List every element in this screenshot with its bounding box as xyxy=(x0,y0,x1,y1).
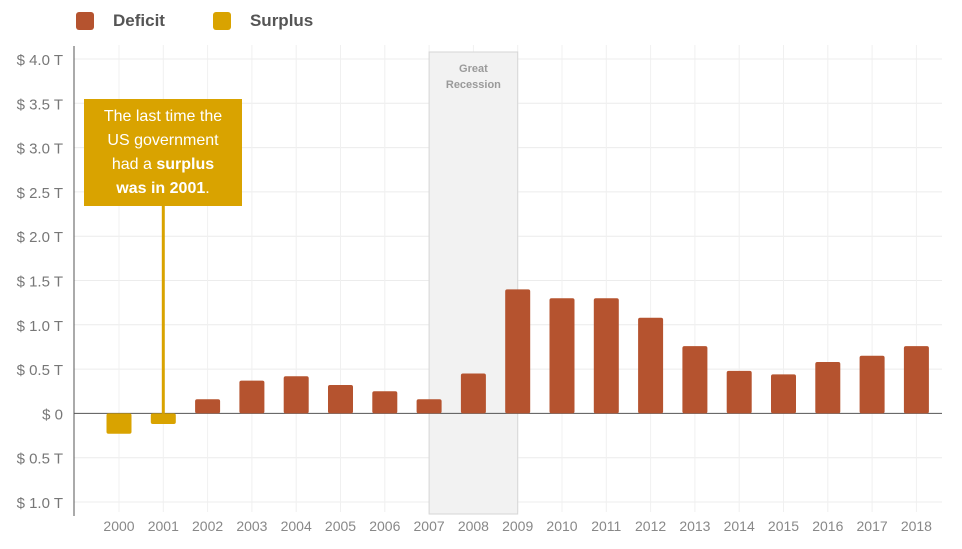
y-tick-label: $ 2.5 T xyxy=(17,185,63,202)
legend-swatch-deficit xyxy=(76,12,94,30)
x-tick-label: 2018 xyxy=(901,518,932,534)
annotation-line-2: US government xyxy=(107,132,219,149)
deficit-bar xyxy=(682,346,708,414)
deficit-bar xyxy=(283,376,309,414)
x-tick-label: 2005 xyxy=(325,518,356,534)
deficit-bar xyxy=(505,289,531,414)
deficit-bar xyxy=(416,399,442,414)
annotation-line-1: The last time the xyxy=(103,108,223,125)
y-tick-label: $ 1.5 T xyxy=(17,274,63,291)
deficit-bar xyxy=(815,362,841,414)
legend-label-deficit: Deficit xyxy=(113,11,165,30)
deficit-bar xyxy=(372,391,398,414)
surplus-bar xyxy=(106,413,132,434)
annotation-line-3-pre: had a xyxy=(111,156,157,173)
deficit-bar xyxy=(638,317,664,414)
y-tick-label: $ 0.5 T xyxy=(17,451,63,468)
x-tick-label: 2000 xyxy=(103,518,134,534)
x-tick-label: 2003 xyxy=(236,518,267,534)
x-tick-label: 2002 xyxy=(192,518,223,534)
y-tick-label: $ 4.0 T xyxy=(17,52,63,69)
x-tick-label: 2006 xyxy=(369,518,400,534)
deficit-bar xyxy=(460,373,486,414)
annotation-line-4-bold: was in 2001 xyxy=(116,180,206,197)
x-tick-label: 2009 xyxy=(502,518,533,534)
deficit-bar xyxy=(195,399,221,414)
deficit-bar xyxy=(903,346,929,414)
x-tick-label: 2010 xyxy=(546,518,577,534)
y-tick-label: $ 1.0 T xyxy=(17,318,63,335)
deficit-bar xyxy=(859,355,885,414)
x-tick-label: 2017 xyxy=(857,518,888,534)
legend-label-surplus: Surplus xyxy=(249,11,314,30)
x-tick-label: 2011 xyxy=(591,518,621,534)
x-tick-label: 2001 xyxy=(148,518,179,534)
x-tick-label: 2016 xyxy=(812,518,843,534)
deficit-bar xyxy=(593,298,619,414)
y-tick-label: $ 3.0 T xyxy=(17,141,63,158)
y-tick-label: $ 3.5 T xyxy=(17,96,63,113)
annotation-line-4: was in 2001. xyxy=(84,177,242,201)
x-tick-label: 2007 xyxy=(414,518,445,534)
deficit-bar xyxy=(771,374,796,414)
x-tick-label: 2014 xyxy=(724,518,755,534)
deficit-bar xyxy=(549,298,575,414)
legend-item-deficit[interactable]: Deficit xyxy=(76,11,165,31)
y-tick-label: $ 0.5 T xyxy=(17,362,63,379)
deficit-bar xyxy=(328,385,353,414)
y-tick-label: $ 2.0 T xyxy=(17,229,63,246)
x-tick-label: 2013 xyxy=(679,518,710,534)
annotation-line-3: had a surplus xyxy=(84,153,242,177)
x-tick-label: 2008 xyxy=(458,518,489,534)
surplus-annotation: The last time the US government had a su… xyxy=(84,99,242,206)
surplus-bar xyxy=(150,413,176,425)
annotation-line-4-post: . xyxy=(205,180,210,197)
x-tick-label: 2004 xyxy=(281,518,312,534)
x-tick-label: 2012 xyxy=(635,518,666,534)
annotation-line-3-bold: surplus xyxy=(156,156,215,173)
y-tick-label: $ 1.0 T xyxy=(17,495,63,512)
legend-swatch-surplus xyxy=(212,12,231,30)
recession-label-line-2: Recession xyxy=(446,79,501,91)
deficit-bar xyxy=(239,380,265,414)
y-tick-label: $ 0 xyxy=(42,406,63,423)
recession-label-line-1: Great xyxy=(459,63,488,75)
legend-item-surplus[interactable]: Surplus xyxy=(212,11,314,31)
legend: Deficit Surplus xyxy=(76,11,361,31)
deficit-bar xyxy=(726,370,752,414)
recession-shade xyxy=(428,51,519,515)
x-tick-label: 2015 xyxy=(768,518,799,534)
